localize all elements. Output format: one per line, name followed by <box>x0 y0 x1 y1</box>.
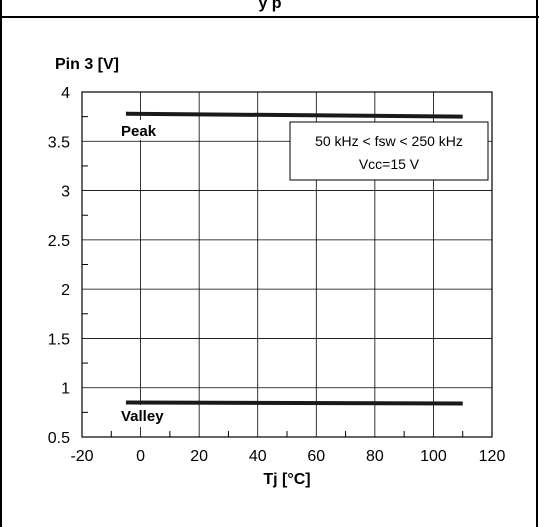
y-tick-label: 2.5 <box>48 233 70 250</box>
y-tick-label: 0.5 <box>48 430 70 447</box>
y-tick-label: 1 <box>61 381 70 398</box>
x-tick-label: 60 <box>307 448 325 465</box>
annotation-line-2: Vcc=15 V <box>359 156 420 172</box>
y-tick-label: 3 <box>61 184 70 201</box>
header-fragment: y p <box>258 0 281 12</box>
x-tick-label: 120 <box>479 448 506 465</box>
valley-label-bg <box>118 405 172 427</box>
annotation-box <box>289 121 489 181</box>
x-tick-label: 40 <box>249 448 267 465</box>
annotation-line-1: 50 kHz < fsw < 250 kHz <box>315 133 463 149</box>
y-tick-labels: 0.5 1 1.5 2 2.5 3 3.5 4 <box>48 85 70 447</box>
x-tick-label: 100 <box>420 448 447 465</box>
y-axis-title: Pin 3 [V] <box>55 56 119 73</box>
series-line-valley <box>125 400 463 406</box>
series-lines <box>125 111 463 406</box>
y-tick-label: 4 <box>61 85 70 102</box>
minor-ticks <box>82 116 464 437</box>
x-tick-label: 80 <box>366 448 384 465</box>
y-tick-label: 3.5 <box>48 134 70 151</box>
peak-label: Peak <box>121 123 157 140</box>
x-tick-label: -20 <box>70 448 93 465</box>
x-tick-labels: -20 0 20 40 60 80 100 120 <box>70 448 505 465</box>
series-line-peak <box>125 111 463 119</box>
peak-label-bg <box>118 120 158 140</box>
x-axis-title: Tj [°C] <box>263 471 310 488</box>
valley-label: Valley <box>121 408 164 425</box>
y-tick-label: 1.5 <box>48 331 70 348</box>
y-tick-label: 2 <box>61 282 70 299</box>
x-tick-label: 20 <box>190 448 208 465</box>
x-tick-label: 0 <box>136 448 145 465</box>
